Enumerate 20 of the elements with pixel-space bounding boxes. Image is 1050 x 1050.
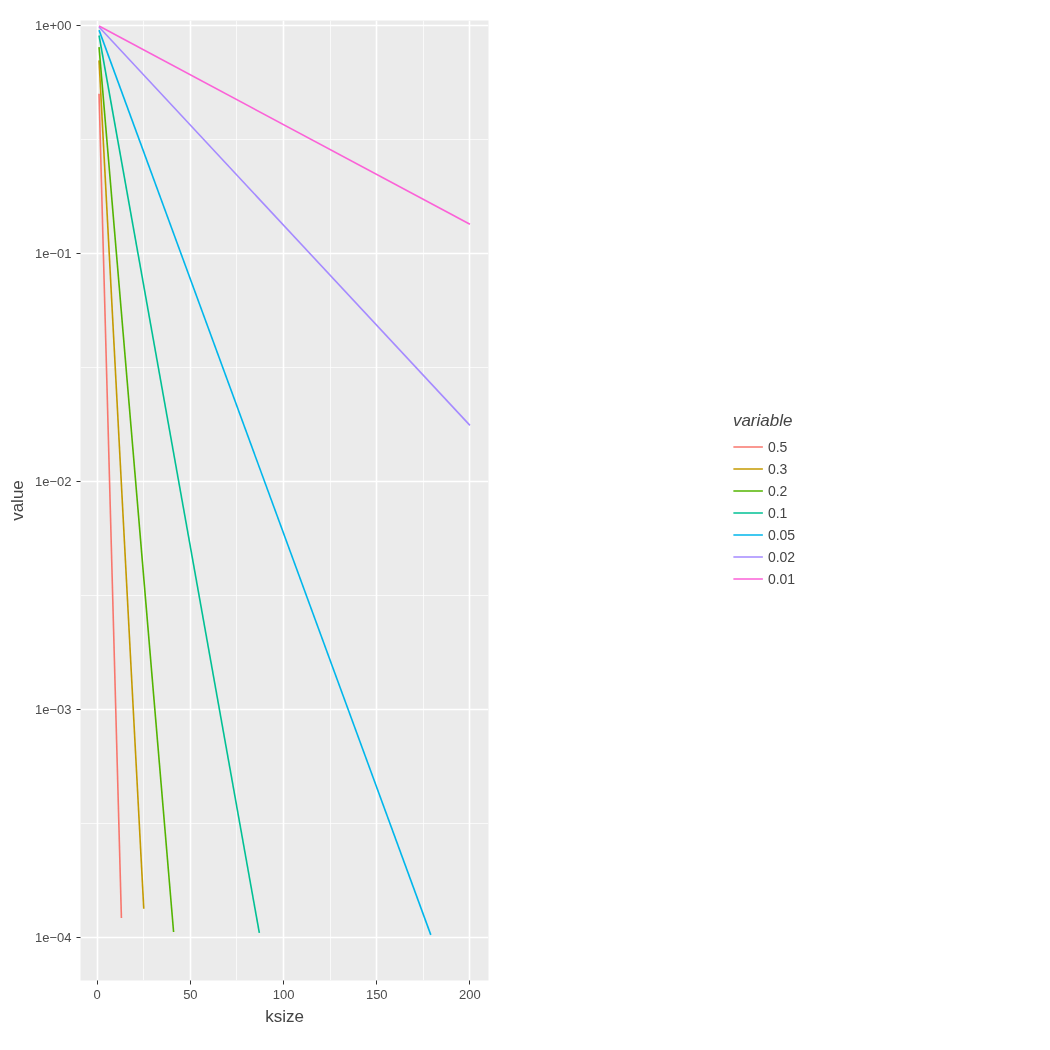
y-tick-label: 1e−01	[34, 245, 72, 261]
legend-title: variable	[732, 410, 794, 431]
x-tick-label: 200	[459, 986, 481, 1002]
x-axis-title: ksize	[265, 1006, 304, 1026]
legend-label: 0.1	[767, 504, 788, 521]
x-tick-label: 100	[272, 986, 295, 1002]
x-tick-label: 50	[183, 986, 198, 1002]
y-tick-label: 1e−02	[34, 473, 72, 489]
y-tick-label: 1e−03	[34, 702, 72, 718]
y-axis-title: value	[7, 480, 27, 521]
y-tick-label: 1e+00	[34, 17, 72, 33]
legend-label: 0.5	[767, 438, 788, 455]
legend-label: 0.3	[767, 460, 788, 477]
y-tick-label: 1e−04	[34, 930, 72, 946]
legend-label: 0.02	[767, 548, 796, 565]
legend-label: 0.05	[767, 526, 796, 543]
legend-label: 0.2	[767, 482, 788, 499]
x-tick-label: 150	[365, 986, 388, 1002]
x-tick-label: 0	[93, 986, 101, 1002]
legend-label: 0.01	[767, 570, 796, 587]
